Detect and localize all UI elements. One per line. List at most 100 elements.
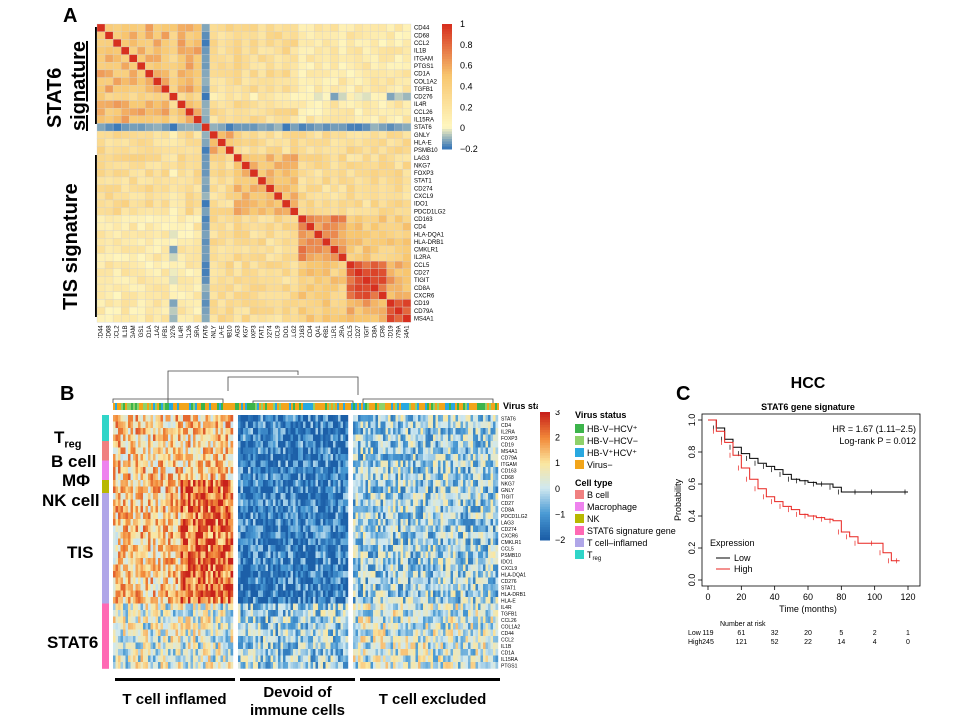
expression-cell xyxy=(225,519,229,526)
expression-cell xyxy=(228,629,231,637)
heatmap-cell xyxy=(225,291,235,300)
expression-cell xyxy=(220,642,224,650)
heatmap-cell xyxy=(225,123,235,132)
expression-cell xyxy=(308,434,311,442)
heatmap-cell xyxy=(402,276,412,285)
expression-cell xyxy=(185,480,189,487)
expression-cell xyxy=(298,421,301,429)
heatmap-cell xyxy=(209,123,218,132)
heatmap-cell xyxy=(290,161,299,170)
gene-label-col: CD68 xyxy=(107,325,113,338)
expression-cell xyxy=(143,519,146,526)
heatmap-cell xyxy=(137,184,146,193)
heatmap-cell xyxy=(314,299,323,308)
heatmap-cell xyxy=(233,291,243,300)
expression-cell xyxy=(190,421,194,429)
colorbar-segment xyxy=(442,124,452,127)
cell-type-cell xyxy=(102,486,109,494)
expression-cell xyxy=(163,590,166,598)
expression-cell xyxy=(193,486,196,494)
expression-cell xyxy=(185,473,189,481)
heatmap-cell xyxy=(354,306,363,315)
expression-cell xyxy=(280,662,284,669)
expression-cell xyxy=(115,421,119,429)
expression-cell xyxy=(238,499,241,507)
heatmap-cell xyxy=(209,245,218,254)
expression-cell xyxy=(130,590,134,598)
heatmap-cell xyxy=(249,184,259,193)
expression-cell xyxy=(213,636,216,643)
expression-cell xyxy=(200,538,204,546)
expression-cell xyxy=(218,623,221,630)
heatmap-cell xyxy=(370,253,379,262)
expression-cell xyxy=(133,551,136,559)
heatmap-cell xyxy=(322,115,331,124)
virus-status-cell xyxy=(281,403,283,410)
expression-cell xyxy=(245,467,249,474)
expression-cell xyxy=(303,616,306,624)
expression-cell xyxy=(135,512,139,520)
expression-cell xyxy=(128,460,131,468)
heatmap-cell xyxy=(177,291,186,300)
heatmap-cell xyxy=(394,130,404,139)
heatmap-cell xyxy=(241,54,251,63)
heatmap-cell xyxy=(290,92,299,101)
expression-cell xyxy=(133,447,136,455)
heatmap-cell xyxy=(354,169,363,178)
heatmap-cell xyxy=(249,54,259,63)
expression-cell xyxy=(220,649,224,656)
expression-cell xyxy=(228,558,231,565)
expression-cell xyxy=(135,486,139,494)
expression-cell xyxy=(305,577,309,585)
expression-cell xyxy=(258,662,261,669)
expression-cell xyxy=(155,519,159,526)
virus-status-cell xyxy=(295,403,297,410)
expression-cell xyxy=(260,564,264,572)
expression-cell xyxy=(175,447,179,455)
expression-cell xyxy=(290,649,294,656)
expression-cell xyxy=(295,538,299,546)
heatmap-cell xyxy=(121,146,130,155)
virus-status-cell xyxy=(205,403,207,410)
expression-cell xyxy=(145,571,149,578)
expression-cell xyxy=(175,623,179,630)
expression-cell xyxy=(115,577,119,585)
expression-cell xyxy=(220,577,224,585)
expression-cell xyxy=(255,636,259,643)
heatmap-cell xyxy=(217,207,226,216)
expression-cell xyxy=(313,428,316,435)
heatmap-cell xyxy=(185,138,194,147)
heatmap-cell xyxy=(225,222,235,231)
expression-cell xyxy=(118,577,121,585)
gene-label-col: CMKLR1 xyxy=(332,325,338,338)
heatmap-cell xyxy=(201,314,210,323)
expression-cell xyxy=(175,649,179,656)
expression-cell xyxy=(175,480,179,487)
expression-cell xyxy=(285,480,289,487)
heatmap-cell xyxy=(273,85,283,93)
virus-status-cell xyxy=(353,403,355,410)
heatmap-cell xyxy=(201,283,210,292)
heatmap-cell xyxy=(338,176,347,185)
expression-cell xyxy=(200,551,204,559)
expression-cell xyxy=(115,662,119,669)
heatmap-cell xyxy=(322,62,331,71)
expression-cell xyxy=(295,499,299,507)
expression-cell xyxy=(118,629,121,637)
expression-cell xyxy=(198,493,201,500)
heatmap-cell xyxy=(96,238,106,246)
virus-status-cell xyxy=(155,403,157,410)
virus-status-cell xyxy=(181,403,183,410)
heatmap-cell xyxy=(96,138,106,147)
expression-cell xyxy=(198,616,201,624)
expression-cell xyxy=(155,538,159,546)
expression-cell xyxy=(163,525,166,533)
expression-cell xyxy=(203,545,206,552)
expression-cell xyxy=(145,616,149,624)
heatmap-cell xyxy=(257,222,267,231)
expression-cell xyxy=(303,636,306,643)
expression-cell xyxy=(260,499,264,507)
heatmap-cell xyxy=(225,199,235,208)
expression-cell xyxy=(245,545,249,552)
heatmap-cell xyxy=(112,260,122,269)
